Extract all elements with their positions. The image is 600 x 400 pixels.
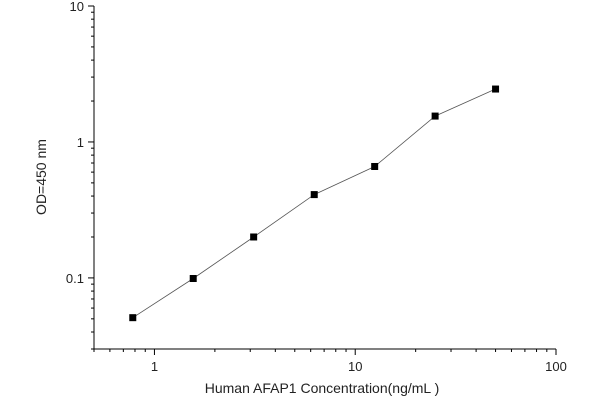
series-polyline	[132, 88, 496, 319]
y-axis-title: OD=450 nm	[33, 139, 49, 215]
series-points	[129, 85, 500, 322]
x-tick-label: 1	[151, 359, 158, 374]
data-point	[129, 314, 137, 322]
y-tick-label: 1	[77, 135, 84, 150]
data-point	[492, 85, 500, 93]
y-axis-ticks: 0.1 1 10	[66, 0, 94, 350]
x-axis-ticks: 1 10 100	[93, 349, 567, 374]
data-point	[189, 275, 197, 283]
data-point	[371, 162, 379, 170]
data-point	[250, 233, 258, 241]
x-tick-label: 100	[545, 359, 567, 374]
plot-frame	[93, 6, 556, 350]
y-tick-label: 10	[70, 0, 84, 14]
y-tick-label: 0.1	[66, 271, 84, 286]
data-point	[310, 191, 318, 199]
data-point	[431, 112, 439, 120]
series-line	[132, 88, 496, 319]
x-axis-title: Human AFAP1 Concentration(ng/mL )	[205, 380, 440, 396]
x-tick-label: 10	[348, 359, 362, 374]
